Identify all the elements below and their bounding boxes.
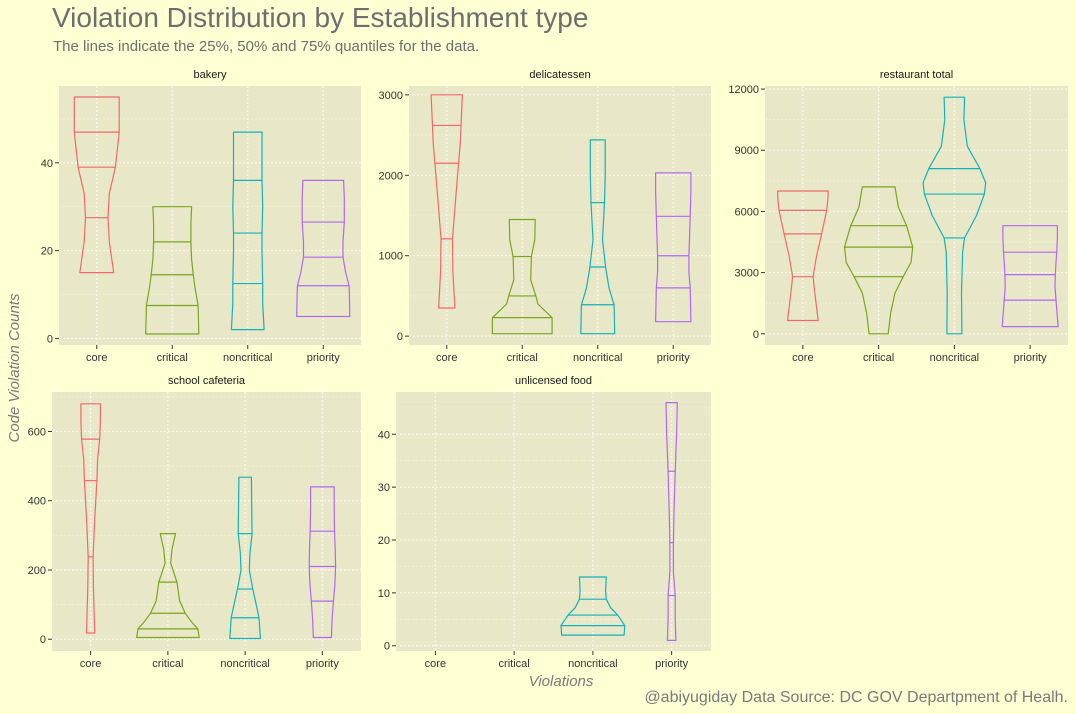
x-tick-label: priority: [307, 352, 341, 364]
chart-caption: @abiyugiday Data Source: DC GOV Departpm…: [644, 689, 1068, 706]
violin-unlicensed-food-noncritical: [560, 576, 626, 636]
y-tick-label: 6000: [735, 206, 759, 218]
y-tick-label: 0: [40, 634, 46, 646]
x-tick-label: core: [792, 352, 813, 364]
x-tick-label: core: [80, 658, 101, 670]
x-tick-label: noncritical: [220, 658, 270, 670]
y-tick-label: 200: [28, 565, 46, 577]
y-tick-label: 400: [28, 496, 46, 508]
y-tick-label: 12000: [728, 84, 759, 96]
y-tick-label: 10: [378, 588, 390, 600]
panel-background-delicatessen: [409, 86, 711, 345]
x-tick-label: critical: [499, 658, 530, 670]
panel-background-restaurant-total: [765, 86, 1068, 345]
violin-school-cafeteria-critical: [136, 533, 200, 639]
x-tick-label: noncritical: [930, 352, 980, 364]
violin-restaurant-total-priority: [1001, 225, 1059, 328]
violin-bakery-priority: [296, 179, 351, 318]
y-tick-label: 3000: [379, 90, 403, 102]
x-tick-label: priority: [657, 352, 691, 364]
panel-strip-bakery: bakery: [193, 69, 227, 81]
y-tick-label: 0: [397, 331, 403, 343]
y-tick-label: 40: [41, 158, 53, 170]
panel-background-bakery: [59, 86, 361, 345]
violin-delicatessen-noncritical: [580, 139, 616, 335]
x-tick-label: priority: [306, 658, 340, 670]
chart-title: Violation Distribution by Establishment …: [52, 2, 589, 33]
y-tick-label: 600: [28, 426, 46, 438]
panel-strip-unlicensed-food: unlicensed food: [515, 375, 592, 387]
y-axis-title: Code Violation Counts: [6, 293, 23, 442]
violin-bakery-critical: [145, 206, 200, 335]
x-tick-label: noncritical: [223, 352, 273, 364]
violin-delicatessen-critical: [491, 218, 553, 335]
y-tick-label: 1000: [379, 251, 403, 263]
x-tick-label: critical: [157, 352, 188, 364]
y-tick-label: 2000: [379, 170, 403, 182]
x-axis-title: Violations: [529, 673, 594, 690]
violin-delicatessen-priority: [655, 172, 692, 323]
x-tick-label: critical: [863, 352, 894, 364]
y-tick-label: 20: [378, 535, 390, 547]
y-tick-label: 0: [47, 333, 53, 345]
panel-strip-school-cafeteria: school cafeteria: [168, 375, 246, 387]
violin-school-cafeteria-noncritical: [229, 476, 261, 640]
panel-strip-delicatessen: delicatessen: [529, 69, 590, 81]
violin-bakery-noncritical: [230, 131, 265, 331]
chart-subtitle: The lines indicate the 25%, 50% and 75% …: [53, 38, 480, 55]
violin-bakery-core: [73, 96, 120, 274]
violin-restaurant-total-core: [777, 190, 829, 322]
panel-strip-restaurant-total: restaurant total: [880, 69, 953, 81]
x-tick-label: noncritical: [573, 352, 623, 364]
violin-restaurant-total-noncritical: [922, 96, 987, 335]
x-tick-label: core: [436, 352, 457, 364]
violin-restaurant-total-critical: [843, 186, 914, 335]
x-tick-label: critical: [507, 352, 538, 364]
y-tick-label: 9000: [735, 145, 759, 157]
x-tick-label: core: [86, 352, 107, 364]
y-tick-label: 20: [41, 246, 53, 258]
y-tick-label: 3000: [735, 268, 759, 280]
x-tick-label: noncritical: [568, 658, 618, 670]
x-tick-label: critical: [152, 658, 183, 670]
x-tick-label: priority: [1014, 352, 1048, 364]
y-tick-label: 30: [378, 482, 390, 494]
panel-background-school-cafeteria: [52, 392, 361, 651]
y-tick-label: 40: [378, 429, 390, 441]
panel-background-unlicensed-food: [396, 392, 711, 651]
y-tick-label: 0: [753, 329, 759, 341]
x-tick-label: priority: [655, 658, 689, 670]
x-tick-label: core: [425, 658, 446, 670]
y-tick-label: 0: [384, 641, 390, 653]
